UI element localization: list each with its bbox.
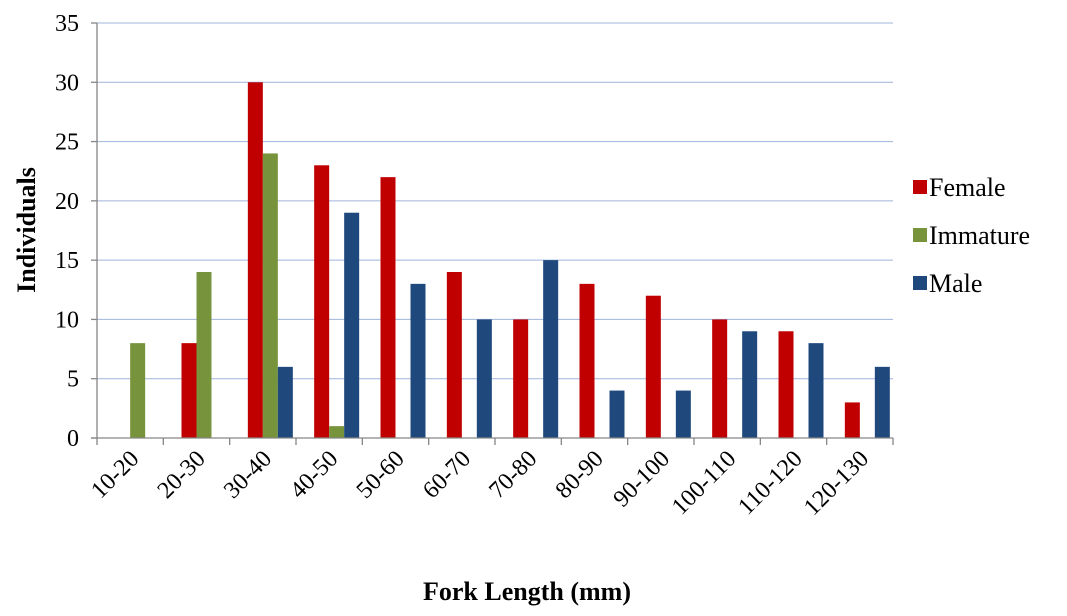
y-tick-label: 25 bbox=[55, 130, 79, 156]
bar-male bbox=[609, 390, 625, 438]
x-tick-label: 40-50 bbox=[285, 446, 343, 504]
legend-label-male: Male bbox=[929, 269, 982, 298]
bar-female bbox=[844, 402, 860, 438]
y-tick-label: 35 bbox=[55, 11, 79, 37]
legend-swatch-female bbox=[913, 180, 927, 194]
legend-label-female: Female bbox=[929, 173, 1006, 202]
bar-male bbox=[874, 366, 890, 438]
bar-female bbox=[712, 319, 728, 438]
x-tick-label: 90-100 bbox=[609, 446, 675, 512]
bar-immature bbox=[196, 272, 212, 438]
x-tick-label: 50-60 bbox=[352, 446, 410, 504]
bar-male bbox=[410, 283, 426, 438]
bar-male bbox=[742, 331, 758, 438]
x-tick-labels: 10-20 20-30 30-40 40-50 50-60 60-70 70-80 80-90… bbox=[86, 446, 874, 521]
y-tick-label: 0 bbox=[67, 426, 79, 452]
bar-female bbox=[778, 331, 794, 438]
y-tick-label: 30 bbox=[55, 70, 79, 96]
x-tick-label: 110-120 bbox=[733, 446, 807, 520]
x-axis-title: Fork Length (mm) bbox=[423, 577, 631, 606]
bar-female bbox=[645, 295, 661, 438]
bar-immature bbox=[130, 343, 146, 438]
y-axis-title: Individuals bbox=[12, 167, 41, 293]
x-tick-label: 30-40 bbox=[219, 446, 277, 504]
gridlines bbox=[97, 22, 893, 380]
bar-female bbox=[181, 343, 197, 438]
bars bbox=[130, 82, 890, 439]
bar-male bbox=[675, 390, 691, 438]
bar-female bbox=[247, 82, 263, 439]
bar-female bbox=[380, 177, 396, 438]
legend-label-immature: Immature bbox=[929, 221, 1030, 250]
bar-female bbox=[314, 165, 330, 439]
x-tick-label: 20-30 bbox=[153, 446, 211, 504]
y-tick-label: 10 bbox=[55, 307, 79, 333]
y-tick-label: 15 bbox=[55, 248, 79, 274]
bar-immature bbox=[262, 153, 278, 438]
x-tick-label: 60-70 bbox=[418, 446, 476, 504]
legend-swatch-immature bbox=[913, 228, 927, 242]
x-tick-label: 100-110 bbox=[667, 446, 741, 520]
x-tick-label: 70-80 bbox=[484, 446, 542, 504]
bar-male bbox=[277, 366, 293, 438]
bar-female bbox=[513, 319, 529, 438]
axes bbox=[91, 22, 894, 445]
bar-immature bbox=[329, 426, 345, 438]
bar-female bbox=[446, 272, 462, 438]
legend-swatch-male bbox=[913, 276, 927, 290]
bar-male bbox=[476, 319, 492, 438]
y-tick-label: 5 bbox=[67, 367, 79, 393]
y-tick-labels: 0 5 10 15 20 25 30 35 bbox=[55, 11, 79, 452]
bar-female bbox=[579, 283, 595, 438]
bar-male bbox=[543, 260, 559, 438]
bar-male bbox=[344, 212, 360, 438]
bar-male bbox=[808, 343, 824, 438]
x-tick-label: 10-20 bbox=[86, 446, 144, 504]
x-tick-label: 120-130 bbox=[799, 446, 874, 521]
legend: Female Immature Male bbox=[913, 173, 1030, 298]
y-tick-label: 20 bbox=[55, 189, 79, 215]
x-tick-label: 80-90 bbox=[551, 446, 609, 504]
